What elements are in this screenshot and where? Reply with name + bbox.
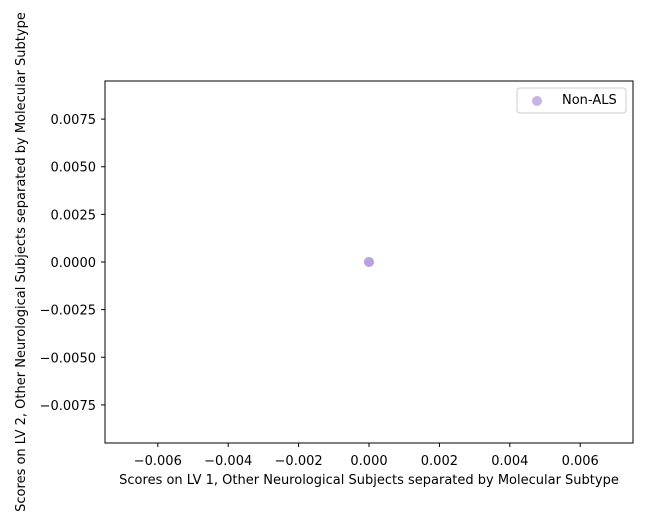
x-tick-label: −0.006 — [134, 454, 182, 469]
legend-box — [516, 87, 627, 114]
y-tick-label: −0.0050 — [40, 351, 96, 366]
legend-label: Non-ALS — [562, 93, 617, 108]
y-tick-label: 0.0000 — [51, 256, 97, 271]
x-tick-label: −0.004 — [204, 454, 252, 469]
x-tick-label: 0.004 — [491, 454, 528, 469]
y-tick-label: 0.0075 — [51, 113, 97, 128]
x-tick-label: 0.006 — [562, 454, 599, 469]
y-tick-label: −0.0025 — [40, 304, 96, 319]
x-axis-ticks: −0.006 −0.004 −0.002 0.000 0.002 0.004 0.006 — [134, 443, 599, 469]
y-tick-label: −0.0075 — [40, 399, 96, 414]
x-tick-label: −0.002 — [275, 454, 323, 469]
scatter-point — [364, 257, 374, 267]
y-tick-label: 0.0050 — [51, 161, 97, 176]
x-tick-label: 0.000 — [350, 454, 387, 469]
y-axis-label: Scores on LV 2, Other Neurological Subje… — [14, 12, 29, 512]
y-axis-ticks: 0.0075 0.0050 0.0025 0.0000 −0.0025 −0.0050 −0… — [40, 113, 105, 414]
x-axis-label: Scores on LV 1, Other Neurological Subje… — [119, 473, 619, 488]
data-points — [364, 257, 374, 267]
legend-marker — [532, 96, 542, 106]
y-tick-label: 0.0025 — [51, 208, 97, 223]
x-tick-label: 0.002 — [421, 454, 458, 469]
legend: Non-ALS — [516, 87, 627, 114]
